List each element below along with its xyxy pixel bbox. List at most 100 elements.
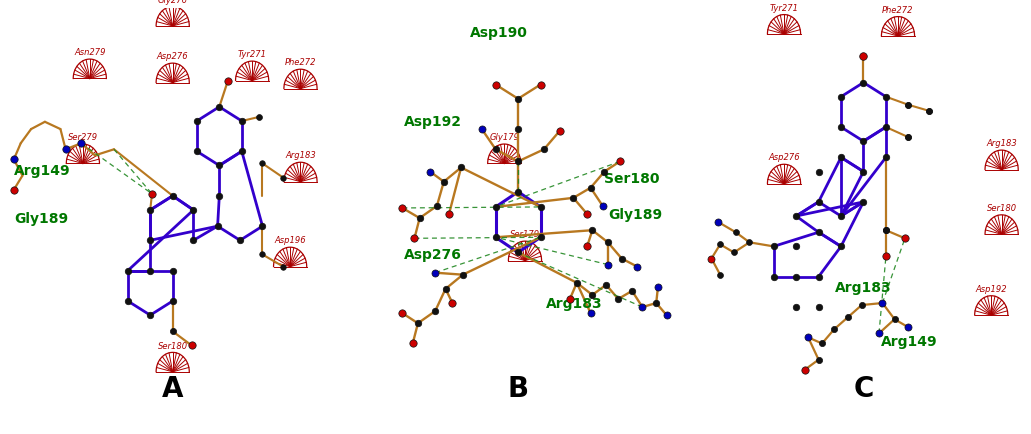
Point [209,223,226,230]
Point [810,304,827,311]
Point [650,284,666,291]
Point [406,235,423,242]
Point [562,296,578,303]
Point [833,213,850,220]
Point [165,298,181,305]
Point [186,207,202,214]
Point [659,312,675,319]
Point [856,199,872,206]
Point [788,304,804,311]
Point [510,189,527,196]
Point [613,256,630,263]
Point [741,239,758,246]
Point [394,205,410,212]
Point [441,211,458,218]
Point [165,328,181,335]
Point [813,340,830,347]
Text: Asp192: Asp192 [975,284,1007,293]
Point [611,158,628,165]
Point [5,187,22,194]
Text: Ser180: Ser180 [604,171,660,185]
Point [585,227,601,234]
Point [429,203,445,210]
Point [600,239,617,246]
Point [877,94,894,101]
Point [874,300,891,307]
Point [585,292,601,299]
Point [532,204,548,211]
Text: B: B [507,374,529,402]
Point [435,179,452,186]
Point [877,227,894,234]
Point [634,304,651,311]
Text: C: C [854,374,873,402]
Point [797,366,813,373]
Point [900,324,917,331]
Point [887,316,903,323]
Point [703,256,720,263]
Point [900,135,917,141]
Text: Asp196: Asp196 [274,236,306,245]
Point [142,312,159,319]
Point [877,155,894,161]
Point [788,273,804,280]
Point [5,157,22,164]
Point [186,237,202,244]
Point [510,158,527,165]
Text: Arg183: Arg183 [835,280,892,294]
Point [579,243,596,250]
Point [233,118,251,125]
Text: Gly276: Gly276 [158,0,188,5]
Text: Phe272: Phe272 [285,58,317,67]
Point [856,169,872,176]
Point [220,78,236,85]
Point [877,227,894,234]
Point [583,310,599,317]
Point [552,128,568,135]
Point [877,253,894,260]
Point [473,126,490,133]
Point [444,300,461,307]
Point [596,169,612,176]
Point [856,80,872,87]
Point [142,207,159,214]
Point [73,141,90,148]
Point [877,124,894,131]
Point [726,250,742,256]
Point [810,169,827,176]
Text: Ser180: Ser180 [158,341,188,350]
Point [255,251,271,258]
Point [510,96,527,103]
Point [143,191,160,198]
Text: Asp190: Asp190 [470,26,528,40]
Point [610,296,627,303]
Text: Asp276: Asp276 [404,248,462,262]
Point [453,164,469,171]
Point [788,243,804,250]
Point [532,234,548,241]
Text: Phe272: Phe272 [883,6,913,15]
Text: Gly189: Gly189 [13,212,68,226]
Point [189,118,205,125]
Point [810,273,827,280]
Point [765,243,781,250]
Point [455,272,471,279]
Point [488,234,504,241]
Point [233,148,251,155]
Point [810,356,827,363]
Point [648,300,665,307]
Point [568,279,585,286]
Text: Arg149: Arg149 [13,163,70,177]
Point [427,308,443,315]
Text: Arg183: Arg183 [987,139,1017,148]
Point [142,267,159,274]
Point [897,235,913,242]
Point [629,263,645,270]
Point [810,229,827,236]
Point [833,94,850,101]
Point [184,342,200,349]
Point [142,237,159,244]
Point [255,223,271,230]
Point [404,340,421,347]
Point [900,102,917,109]
